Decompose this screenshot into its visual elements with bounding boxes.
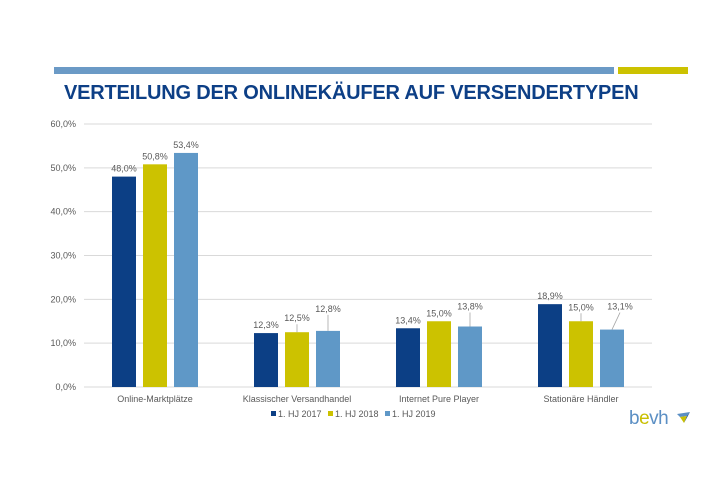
x-category-label: Internet Pure Player — [399, 394, 479, 404]
y-tick-label: 20,0% — [50, 294, 76, 304]
data-label: 12,8% — [315, 304, 341, 314]
bar — [427, 321, 451, 387]
y-tick-label: 30,0% — [50, 251, 76, 261]
data-label: 15,0% — [568, 302, 594, 312]
y-tick-label: 10,0% — [50, 338, 76, 348]
y-tick-label: 60,0% — [50, 119, 76, 129]
data-label: 13,8% — [457, 302, 483, 312]
logo-vh: vh — [649, 408, 669, 429]
data-label: 12,3% — [253, 320, 279, 330]
x-category-label: Klassischer Versandhandel — [243, 394, 352, 404]
data-label: 13,4% — [395, 315, 421, 325]
header-accent-bar-blue — [54, 67, 614, 74]
header-accent-bar-yellow — [618, 67, 688, 74]
bar — [112, 176, 136, 387]
x-category-label: Stationäre Händler — [543, 394, 618, 404]
bar — [254, 333, 278, 387]
bar — [396, 328, 420, 387]
bevh-logo: bevh — [629, 408, 690, 430]
legend-swatch — [328, 411, 333, 416]
bar — [569, 321, 593, 387]
data-label: 18,9% — [537, 291, 563, 301]
data-label: 12,5% — [284, 313, 310, 323]
bar — [285, 332, 309, 387]
data-label: 13,1% — [607, 302, 633, 312]
data-label-leader — [611, 312, 621, 330]
legend-swatch — [385, 411, 390, 416]
legend-label: 1. HJ 2018 — [335, 409, 379, 419]
legend-label: 1. HJ 2017 — [278, 409, 322, 419]
bar — [316, 330, 340, 387]
logo-mark-icon — [677, 412, 690, 423]
legend-label: 1. HJ 2019 — [392, 409, 436, 419]
data-label: 48,0% — [111, 164, 137, 174]
x-category-label: Online-Marktplätze — [117, 394, 193, 404]
bar — [174, 152, 198, 387]
logo-b: b — [629, 408, 640, 429]
logo-e: e — [639, 408, 650, 429]
y-tick-label: 50,0% — [50, 163, 76, 173]
bar — [143, 164, 167, 387]
bar — [538, 304, 562, 387]
bar — [458, 326, 482, 387]
legend-swatch — [271, 411, 276, 416]
data-label: 15,0% — [426, 308, 452, 318]
page-title: VERTEILUNG DER ONLINEKÄUFER AUF VERSENDE… — [64, 82, 639, 104]
data-label: 53,4% — [173, 140, 199, 150]
bar — [600, 329, 624, 387]
data-label: 50,8% — [142, 151, 168, 161]
y-tick-label: 0,0% — [55, 382, 76, 392]
y-tick-label: 40,0% — [50, 207, 76, 217]
